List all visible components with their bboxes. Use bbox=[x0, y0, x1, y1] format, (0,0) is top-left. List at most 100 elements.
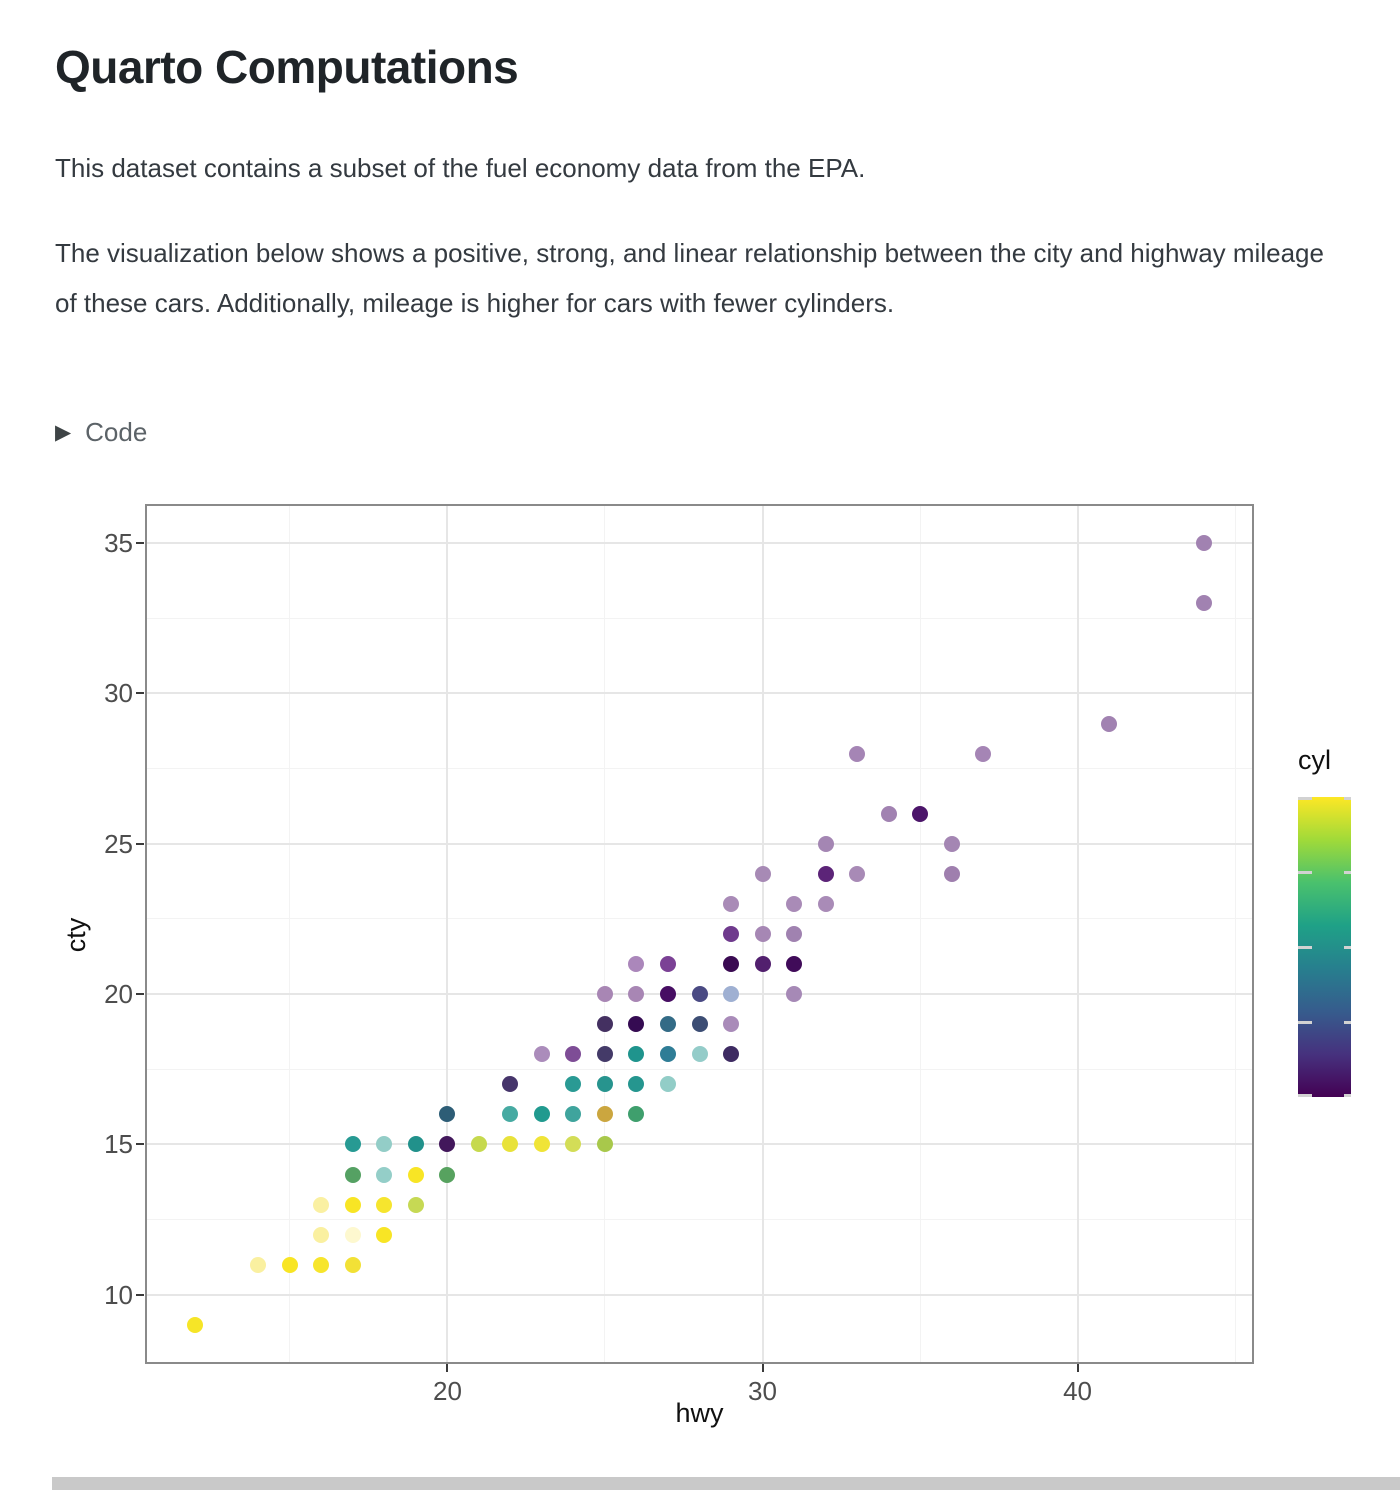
x-axis-title: hwy bbox=[675, 1398, 724, 1428]
data-point bbox=[313, 1226, 330, 1243]
data-point bbox=[628, 986, 645, 1003]
gridline-y-minor bbox=[145, 617, 1254, 619]
data-point bbox=[786, 956, 803, 973]
legend-tick-mark bbox=[1298, 945, 1312, 949]
legend-tick-mark bbox=[1298, 870, 1312, 874]
data-point bbox=[313, 1256, 330, 1273]
y-tick-label: 25 bbox=[104, 828, 133, 859]
data-point bbox=[533, 1136, 550, 1153]
gridline-x-minor bbox=[919, 504, 921, 1364]
data-point bbox=[943, 865, 960, 882]
data-point bbox=[596, 1076, 613, 1093]
data-point bbox=[596, 986, 613, 1003]
data-point bbox=[344, 1136, 361, 1153]
y-axis-tick bbox=[136, 692, 144, 695]
data-point bbox=[691, 1016, 708, 1033]
data-point bbox=[628, 956, 645, 973]
y-axis-title: cty bbox=[60, 917, 91, 953]
data-point bbox=[817, 895, 834, 912]
data-point bbox=[849, 745, 866, 762]
y-axis-tick bbox=[136, 993, 144, 996]
data-point bbox=[628, 1076, 645, 1093]
y-tick-label: 10 bbox=[104, 1279, 133, 1310]
data-point bbox=[533, 1106, 550, 1123]
data-point bbox=[344, 1166, 361, 1183]
intro-paragraph: This dataset contains a subset of the fu… bbox=[55, 153, 866, 183]
data-point bbox=[407, 1136, 424, 1153]
data-point bbox=[376, 1136, 393, 1153]
data-point bbox=[565, 1046, 582, 1063]
x-tick-label: 30 bbox=[748, 1376, 777, 1406]
data-point bbox=[470, 1136, 487, 1153]
data-point bbox=[723, 1016, 739, 1033]
data-point bbox=[786, 986, 803, 1003]
gridline-y-minor bbox=[145, 918, 1254, 920]
bottom-divider bbox=[52, 1477, 1400, 1490]
y-tick-label: 30 bbox=[104, 678, 133, 709]
data-point bbox=[691, 1046, 708, 1063]
data-point bbox=[659, 1016, 676, 1033]
data-point bbox=[502, 1136, 519, 1153]
x-axis-tick bbox=[761, 1364, 764, 1372]
x-axis-tick bbox=[446, 1364, 449, 1372]
data-point bbox=[817, 865, 834, 882]
legend-tick-mark bbox=[1344, 797, 1351, 800]
data-point bbox=[1195, 595, 1212, 612]
legend-tick-mark bbox=[1344, 1020, 1351, 1024]
legend-tick-mark bbox=[1298, 1020, 1312, 1024]
data-point bbox=[723, 956, 739, 973]
data-point bbox=[565, 1076, 582, 1093]
y-axis-tick bbox=[136, 1293, 144, 1296]
legend-title: cyl bbox=[1298, 745, 1331, 775]
code-fold-toggle[interactable]: ▶ Code bbox=[55, 417, 147, 448]
gridline-y-major bbox=[145, 542, 1254, 545]
y-axis-tick bbox=[136, 842, 144, 845]
legend-tick-mark bbox=[1298, 797, 1312, 800]
data-point bbox=[1195, 535, 1212, 552]
code-fold-label: Code bbox=[85, 417, 148, 447]
data-point bbox=[376, 1226, 393, 1243]
data-point bbox=[659, 1076, 676, 1093]
x-tick-label: 20 bbox=[432, 1376, 462, 1406]
data-point bbox=[628, 1016, 645, 1033]
legend-tick-mark bbox=[1298, 1094, 1312, 1097]
data-point bbox=[596, 1106, 613, 1123]
data-point bbox=[565, 1136, 582, 1153]
data-point bbox=[912, 805, 929, 822]
data-point bbox=[943, 835, 960, 852]
data-point bbox=[439, 1136, 456, 1153]
gridline-x-minor bbox=[604, 504, 606, 1364]
page-title: Quarto Computations bbox=[55, 41, 519, 93]
data-point bbox=[407, 1196, 424, 1213]
data-point bbox=[596, 1016, 613, 1033]
x-axis-tick bbox=[1076, 1364, 1079, 1372]
data-point bbox=[817, 835, 834, 852]
data-point bbox=[344, 1256, 361, 1273]
data-point bbox=[533, 1046, 550, 1063]
gridline-y-major bbox=[145, 1293, 1254, 1296]
data-point bbox=[439, 1166, 456, 1183]
y-tick-label: 20 bbox=[104, 979, 133, 1010]
gridline-y-major bbox=[145, 1143, 1254, 1146]
data-point bbox=[187, 1316, 204, 1333]
data-point bbox=[659, 986, 676, 1003]
gridline-x-minor bbox=[289, 504, 291, 1364]
data-point bbox=[723, 1046, 739, 1063]
gridline-y-minor bbox=[145, 768, 1254, 770]
data-point bbox=[754, 956, 771, 973]
gridline-x-major bbox=[446, 504, 449, 1364]
gridline-y-minor bbox=[145, 1219, 1254, 1221]
data-point bbox=[628, 1106, 645, 1123]
data-point bbox=[250, 1256, 267, 1273]
gridline-x-major bbox=[1076, 504, 1079, 1364]
data-point bbox=[344, 1226, 361, 1243]
legend-tick-mark bbox=[1344, 945, 1351, 949]
data-point bbox=[723, 926, 739, 942]
data-point bbox=[502, 1106, 519, 1123]
data-point bbox=[786, 895, 803, 912]
collapse-triangle-icon: ▶ bbox=[55, 421, 72, 444]
data-point bbox=[659, 956, 676, 973]
data-point bbox=[596, 1046, 613, 1063]
x-tick-label: 40 bbox=[1063, 1376, 1093, 1406]
